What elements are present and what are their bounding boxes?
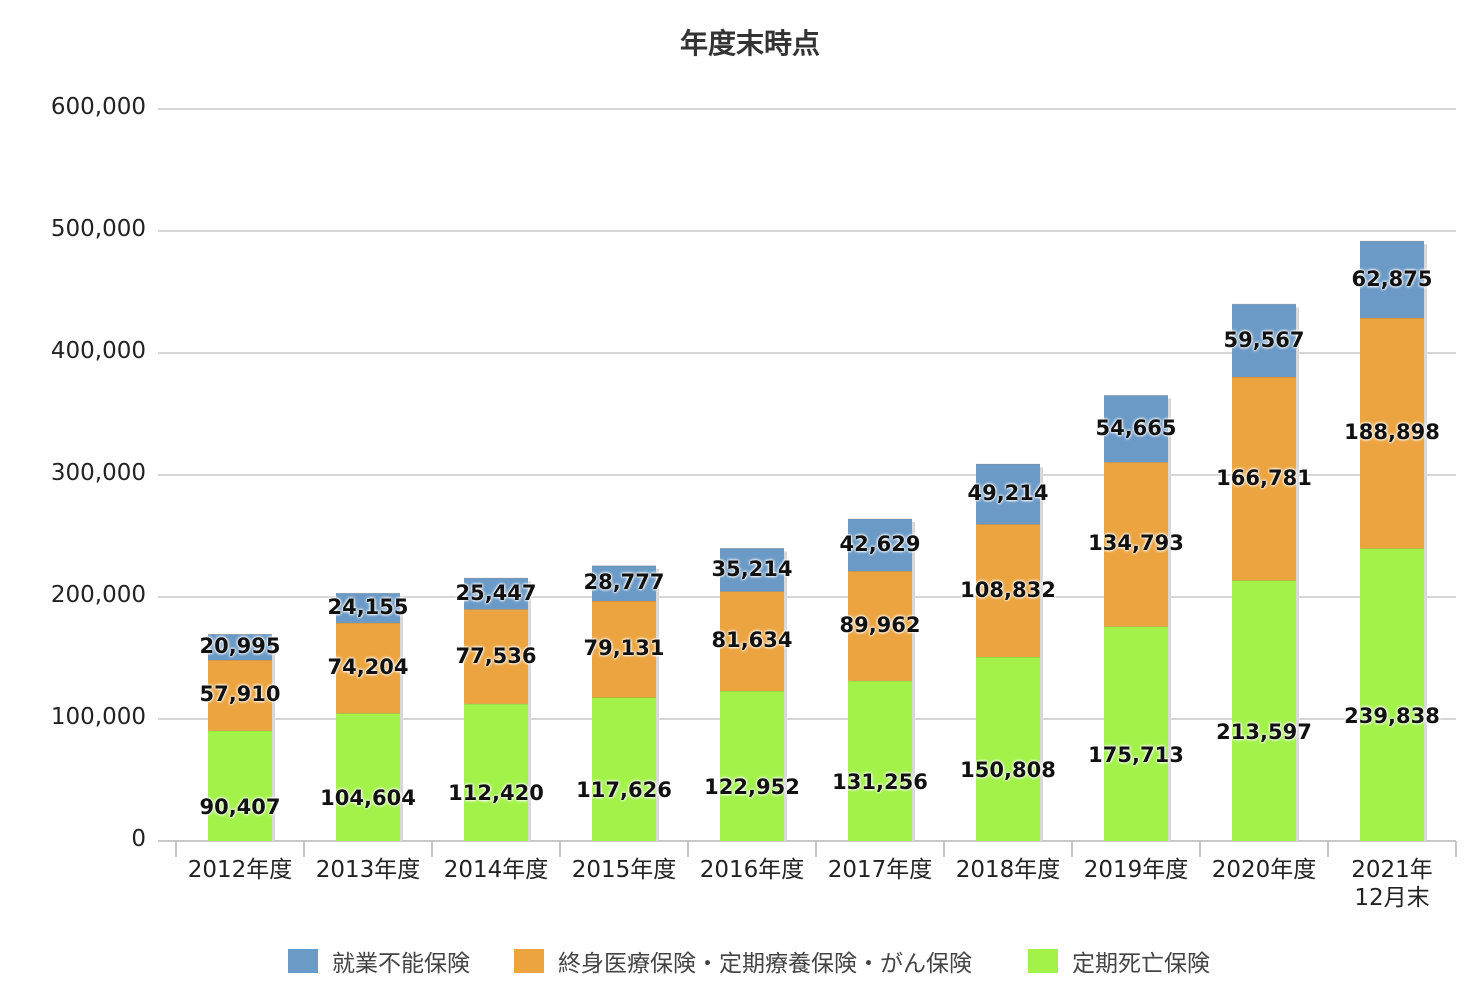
legend: 就業不能保険 終身医療保険・定期療養保険・がん保険 定期死亡保険: [0, 944, 1476, 980]
data-label: 62,875: [1351, 266, 1433, 291]
data-label: 104,604: [320, 786, 416, 811]
legend-item-disability[interactable]: 就業不能保険: [288, 944, 470, 978]
bar-segment: [848, 519, 912, 572]
legend-swatch-disability: [288, 949, 318, 973]
data-label: 77,536: [455, 643, 537, 668]
data-label: 166,781: [1216, 465, 1312, 490]
y-tick-label: 600,000: [50, 94, 146, 120]
legend-swatch-term-life: [1028, 949, 1058, 973]
legend-swatch-medical: [514, 949, 544, 973]
bar-segment: [464, 703, 528, 841]
data-label: 131,256: [832, 769, 928, 794]
y-tick-label: 200,000: [50, 582, 146, 608]
bar-segment: [1232, 580, 1296, 841]
legend-label: 終身医療保険・定期療養保険・がん保険: [558, 951, 972, 977]
bar-segment: [1360, 317, 1424, 549]
bar-segment: [208, 634, 272, 661]
bar-segment: [720, 548, 784, 592]
bar-segment: [976, 524, 1040, 658]
bar-segment: [976, 657, 1040, 841]
bar-segment: [336, 713, 400, 841]
x-tick-label: 2014年度: [443, 857, 549, 883]
bar-segment: [1232, 304, 1296, 377]
data-label: 49,214: [967, 481, 1049, 506]
y-tick-label: 500,000: [50, 216, 146, 242]
data-label: 74,204: [327, 655, 409, 680]
data-label: 54,665: [1095, 415, 1177, 440]
bar-segment: [336, 622, 400, 714]
x-tick-label: 2013年度: [315, 857, 421, 883]
data-label: 213,597: [1216, 719, 1312, 744]
data-label: 134,793: [1088, 531, 1184, 556]
x-tick-label: 2019年度: [1083, 857, 1189, 883]
data-label: 79,131: [583, 636, 665, 661]
data-label: 150,808: [960, 758, 1056, 782]
bar-segment: [208, 660, 272, 731]
x-tick-label: 2012年度: [187, 857, 293, 883]
x-tick-label: 2021年 12月末: [1351, 857, 1433, 911]
data-label: 122,952: [704, 774, 800, 799]
data-label: 25,447: [455, 580, 537, 605]
data-label: 35,214: [711, 556, 793, 581]
bar-segment: [1232, 376, 1296, 581]
data-label: 89,962: [839, 612, 921, 637]
data-label: 117,626: [576, 778, 672, 803]
y-tick-label: 100,000: [50, 704, 146, 730]
data-label: 24,155: [327, 595, 409, 620]
bar-segment: [592, 600, 656, 698]
bar-segment: [720, 591, 784, 691]
bar-segment: [464, 609, 528, 704]
x-tick-label: 2020年度: [1211, 857, 1317, 883]
legend-label: 就業不能保険: [332, 951, 470, 977]
legend-label: 定期死亡保険: [1072, 951, 1210, 977]
legend-item-medical[interactable]: 終身医療保険・定期療養保険・がん保険: [514, 944, 972, 978]
y-tick-label: 300,000: [50, 460, 146, 486]
bar-segment: [592, 565, 656, 601]
bar-segment: [720, 690, 784, 841]
data-label: 42,629: [839, 532, 921, 557]
data-label: 175,713: [1088, 742, 1184, 767]
bar-segment: [592, 697, 656, 841]
bar-segment: [976, 464, 1040, 525]
chart-title: 年度末時点: [679, 27, 820, 60]
bar-segment: [1104, 462, 1168, 627]
data-label: 90,407: [199, 794, 281, 819]
bar-segment: [1360, 241, 1424, 318]
data-label: 57,910: [199, 682, 281, 707]
bar-segment: [848, 571, 912, 681]
data-label: 28,777: [583, 570, 665, 595]
bar-segment: [208, 730, 272, 841]
x-tick-label: 2016年度: [699, 857, 805, 883]
bar-segment: [464, 578, 528, 610]
data-label: 112,420: [448, 781, 544, 806]
legend-item-term-life[interactable]: 定期死亡保険: [1028, 944, 1210, 978]
data-label: 59,567: [1223, 327, 1305, 352]
data-label: 239,838: [1344, 703, 1440, 728]
bar-segment: [848, 680, 912, 841]
data-label: 81,634: [711, 628, 793, 653]
bar-segment: [1104, 626, 1168, 841]
x-tick-label: 2017年度: [827, 857, 933, 883]
bar-segment: [1104, 395, 1168, 463]
data-label: 108,832: [960, 577, 1056, 602]
data-label: 188,898: [1344, 420, 1440, 445]
data-label: 20,995: [199, 634, 281, 659]
bar-segment: [1360, 548, 1424, 841]
y-tick-label: 0: [131, 826, 146, 852]
y-tick-label: 400,000: [50, 338, 146, 364]
x-tick-label: 2015年度: [571, 857, 677, 883]
bar-segment: [336, 593, 400, 623]
x-tick-label: 2018年度: [955, 857, 1061, 883]
